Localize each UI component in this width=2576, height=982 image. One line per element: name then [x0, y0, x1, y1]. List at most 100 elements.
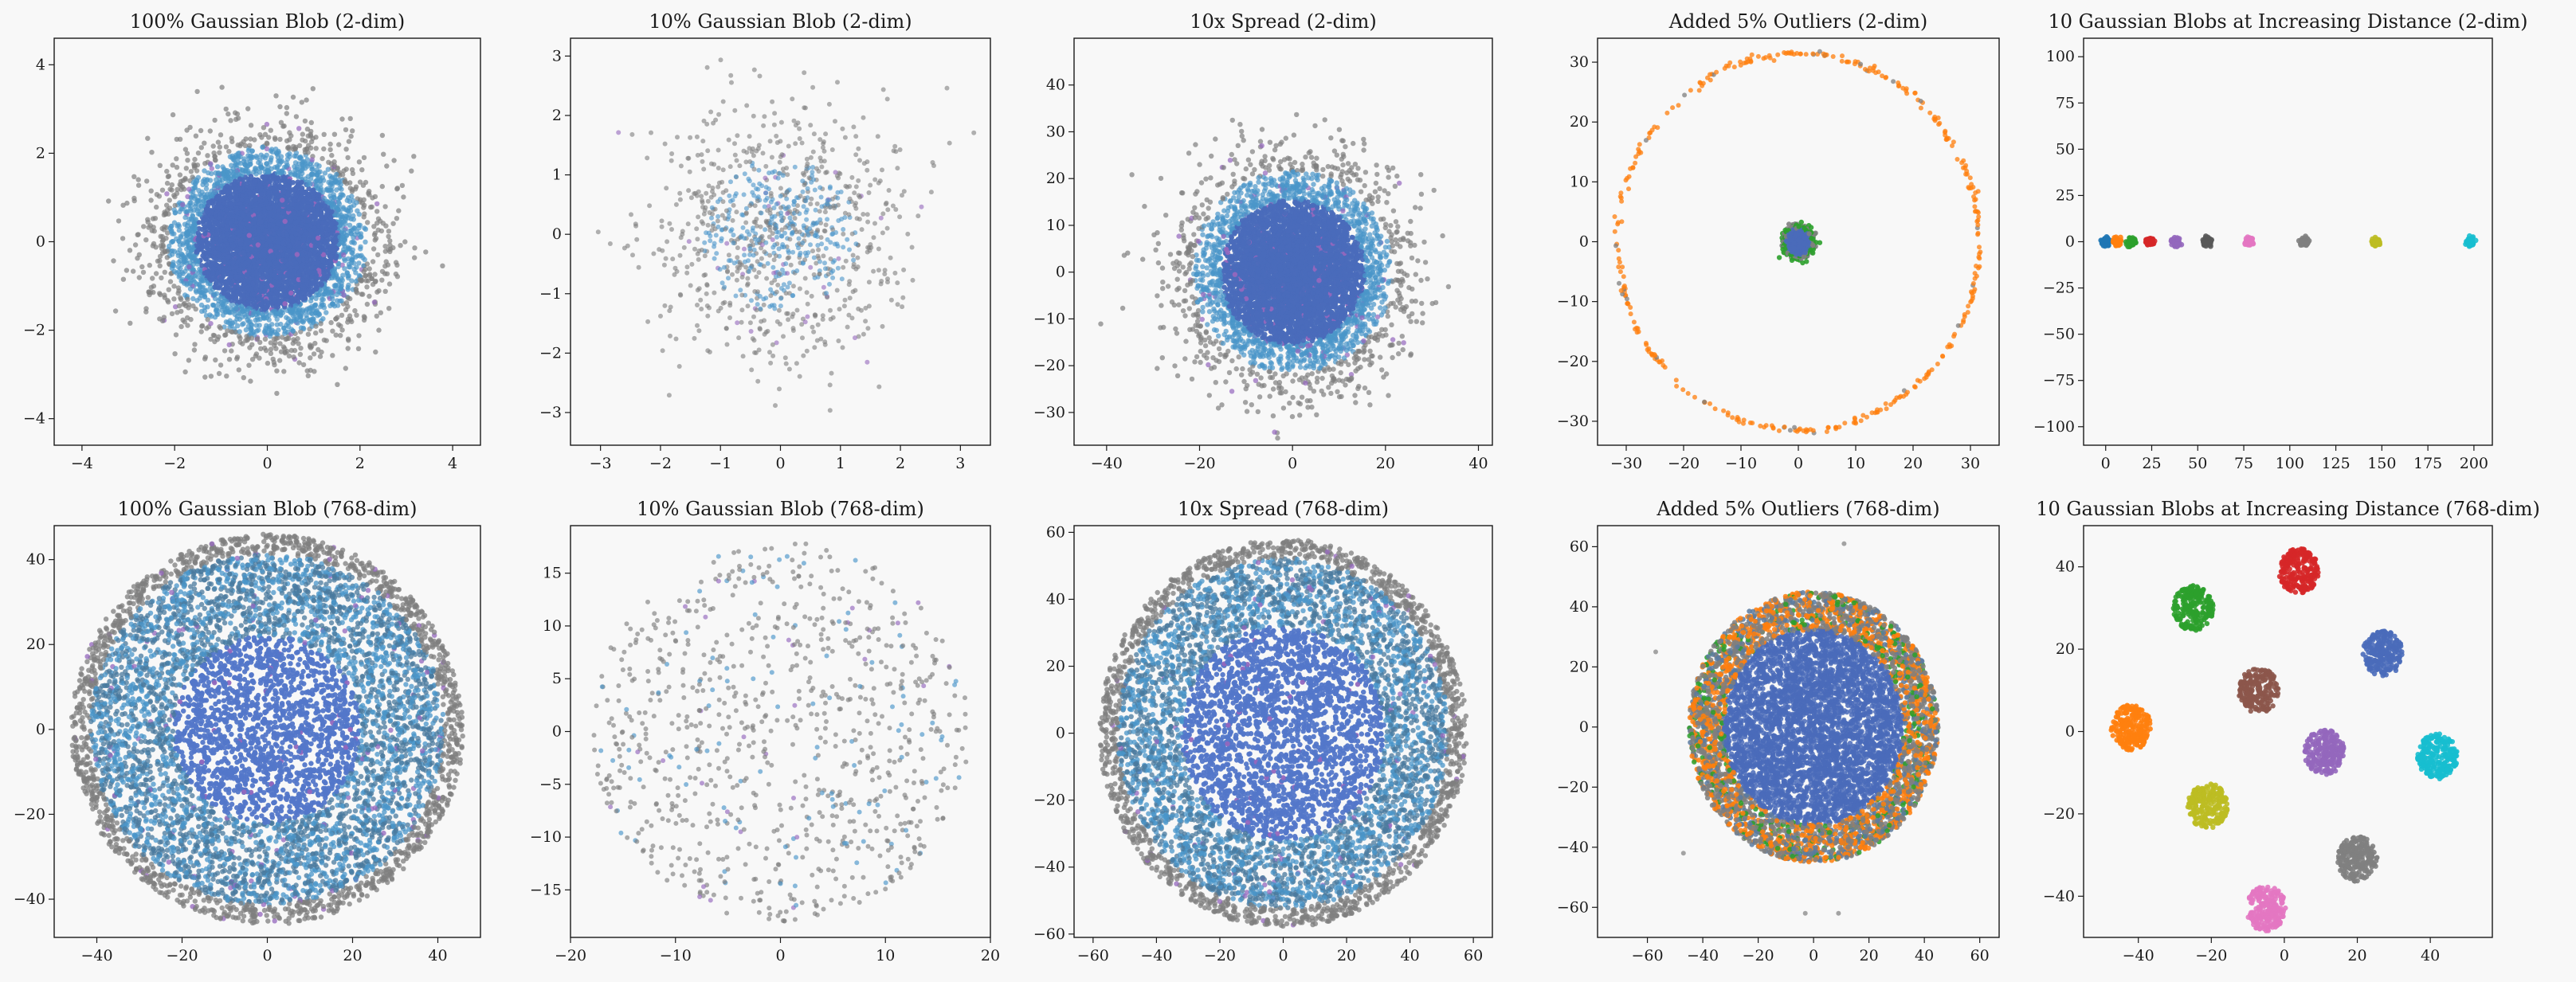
point — [248, 123, 254, 128]
point — [339, 327, 345, 333]
point — [268, 346, 274, 352]
point — [246, 362, 252, 368]
point — [314, 178, 320, 183]
point — [305, 373, 311, 378]
point — [237, 335, 243, 341]
point — [345, 287, 351, 292]
scatter-points — [106, 84, 445, 397]
point — [183, 237, 189, 242]
point — [320, 155, 325, 162]
point — [337, 195, 343, 201]
point — [152, 216, 159, 221]
point — [313, 331, 319, 336]
point — [292, 201, 297, 207]
point — [268, 340, 273, 346]
point — [216, 214, 222, 221]
point — [352, 232, 358, 237]
point — [343, 366, 348, 371]
point — [180, 317, 186, 323]
point — [334, 298, 340, 303]
point — [131, 268, 136, 274]
point — [199, 323, 206, 329]
point — [298, 329, 304, 335]
point — [151, 289, 156, 295]
point — [167, 243, 172, 249]
point — [238, 209, 245, 216]
point — [150, 276, 155, 281]
point — [326, 245, 331, 250]
point — [343, 221, 348, 227]
point — [409, 168, 414, 174]
point — [264, 268, 269, 273]
point — [143, 306, 149, 311]
point — [171, 284, 177, 289]
point — [308, 176, 314, 182]
point — [165, 230, 171, 236]
point — [226, 148, 232, 155]
point — [219, 84, 225, 90]
point — [185, 158, 190, 163]
point — [319, 349, 324, 355]
point — [296, 360, 302, 366]
point — [370, 259, 376, 264]
point — [265, 360, 271, 366]
point — [257, 295, 262, 300]
point — [386, 233, 391, 240]
point — [341, 241, 347, 247]
point — [347, 115, 353, 122]
point — [386, 229, 392, 234]
point — [248, 378, 253, 384]
point — [326, 188, 332, 194]
point — [308, 119, 314, 126]
point — [207, 128, 213, 134]
point — [367, 293, 372, 299]
point — [245, 338, 250, 343]
point — [222, 348, 228, 354]
point — [286, 144, 292, 150]
point — [360, 291, 366, 297]
point — [174, 186, 180, 193]
point — [298, 325, 304, 331]
point — [291, 354, 296, 360]
point — [205, 153, 210, 158]
point — [361, 202, 367, 208]
point — [349, 256, 355, 263]
point — [188, 316, 194, 323]
point — [322, 170, 328, 176]
point — [287, 130, 292, 135]
point — [223, 144, 229, 150]
point — [167, 186, 173, 192]
point — [193, 133, 199, 139]
point — [202, 288, 208, 294]
point — [162, 292, 167, 298]
point — [162, 269, 167, 275]
point — [174, 164, 180, 170]
point — [284, 104, 290, 111]
point — [145, 135, 151, 141]
point — [124, 200, 130, 206]
point — [217, 324, 222, 330]
point — [209, 166, 214, 171]
point — [244, 334, 249, 339]
point — [228, 118, 233, 123]
point — [135, 177, 141, 182]
point — [229, 348, 234, 354]
point — [237, 299, 242, 305]
point — [188, 169, 194, 174]
point — [304, 211, 309, 217]
point — [398, 243, 403, 248]
point — [167, 279, 174, 284]
point — [334, 171, 339, 178]
point — [245, 176, 251, 182]
point — [265, 164, 271, 170]
point — [284, 315, 289, 320]
point — [359, 234, 364, 240]
point — [304, 315, 310, 321]
point — [174, 270, 179, 276]
point — [372, 230, 378, 237]
point — [280, 241, 286, 246]
point — [190, 277, 196, 284]
point — [317, 354, 323, 359]
